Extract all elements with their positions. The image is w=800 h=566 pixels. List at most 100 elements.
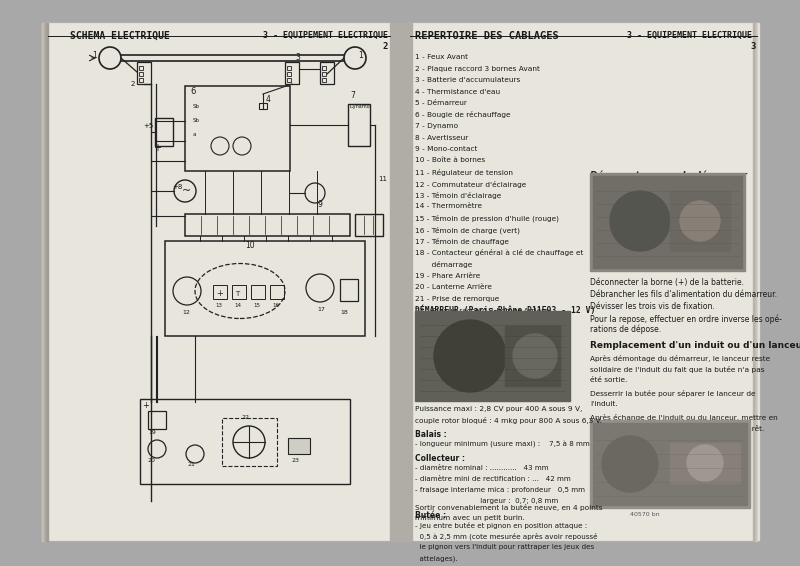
Text: 13: 13 — [215, 303, 222, 308]
Text: 19: 19 — [148, 430, 156, 435]
Text: 6 - Bougie de réchauffage: 6 - Bougie de réchauffage — [415, 112, 510, 118]
Text: +5: +5 — [143, 123, 154, 129]
Bar — [44, 23, 45, 541]
Bar — [45, 23, 46, 541]
Text: 23 - Eclaireur de plaque d'immatriculation: 23 - Eclaireur de plaque d'immatriculati… — [415, 319, 571, 324]
Text: solidaire de l'induit du fait que la butée n'a pas: solidaire de l'induit du fait que la but… — [590, 366, 765, 373]
Text: 4 - Thermistance d'eau: 4 - Thermistance d'eau — [415, 88, 500, 95]
Text: Desserrir la butée pour séparer le lanceur de: Desserrir la butée pour séparer le lance… — [590, 390, 755, 397]
Text: couple rotor bloqué : 4 mkg pour 800 A sous 6,3 V.: couple rotor bloqué : 4 mkg pour 800 A s… — [415, 417, 602, 424]
Text: Pour la repose, effectuer en ordre inverse les opé-: Pour la repose, effectuer en ordre inver… — [590, 314, 782, 324]
Text: Dynamo: Dynamo — [349, 104, 370, 109]
Bar — [348, 104, 370, 146]
Text: 5 - Démarreur: 5 - Démarreur — [415, 100, 467, 106]
Bar — [408, 23, 760, 541]
Text: 10 - Boîte à bornes: 10 - Boîte à bornes — [415, 157, 485, 164]
Text: rations de dépose.: rations de dépose. — [590, 325, 661, 335]
Text: a: a — [193, 132, 197, 137]
Text: - longueur minimum (usure maxi) :    7,5 à 8 mm: - longueur minimum (usure maxi) : 7,5 à … — [415, 441, 590, 448]
Bar — [670, 191, 730, 251]
Bar — [46, 23, 47, 541]
Text: Butée :: Butée : — [415, 511, 446, 520]
Bar — [213, 285, 227, 299]
Text: 3 - EQUIPEMENT ELECTRIQUE: 3 - EQUIPEMENT ELECTRIQUE — [263, 31, 388, 40]
Text: Sb: Sb — [193, 104, 200, 109]
Bar — [593, 176, 742, 268]
Bar — [322, 66, 326, 70]
Bar — [148, 411, 166, 429]
Text: - diamètre mini de rectification : ...   42 mm: - diamètre mini de rectification : ... 4… — [415, 476, 570, 482]
Text: Après démontage du démarreur, le lanceur reste: Après démontage du démarreur, le lanceur… — [590, 355, 770, 362]
Text: 21: 21 — [187, 462, 195, 467]
Bar — [42, 23, 43, 541]
Circle shape — [602, 436, 658, 492]
Bar — [251, 285, 265, 299]
Bar — [670, 443, 740, 483]
Bar — [288, 438, 310, 454]
Text: 14 - Thermomètre: 14 - Thermomètre — [415, 204, 482, 209]
Bar — [185, 86, 290, 171]
Text: ~: ~ — [182, 186, 191, 196]
Text: - Jeu entre butée et pignon en position attaque :: - Jeu entre butée et pignon en position … — [415, 522, 587, 529]
Bar — [47, 23, 48, 541]
Text: été sortie.: été sortie. — [590, 377, 627, 383]
Text: 14: 14 — [234, 303, 241, 308]
Text: +: + — [153, 143, 161, 153]
Text: 1: 1 — [358, 52, 362, 61]
Text: 11 - Régulateur de tension: 11 - Régulateur de tension — [415, 169, 513, 176]
Text: - fraisage interlame mica : profondeur   0,5 mm: - fraisage interlame mica : profondeur 0… — [415, 487, 585, 493]
Text: 3: 3 — [295, 53, 300, 62]
Bar — [753, 23, 754, 541]
Text: 16: 16 — [272, 303, 279, 308]
Text: 12 - Commutateur d'éclairage: 12 - Commutateur d'éclairage — [415, 181, 526, 187]
Bar — [340, 279, 358, 301]
Bar — [756, 23, 757, 541]
Bar — [185, 214, 350, 236]
Text: attelages).: attelages). — [415, 555, 458, 561]
Text: Puissance maxi : 2,8 CV pour 400 A sous 9 V,: Puissance maxi : 2,8 CV pour 400 A sous … — [415, 406, 582, 412]
Text: 11: 11 — [378, 176, 387, 182]
Bar — [754, 23, 755, 541]
Bar — [755, 23, 756, 541]
Text: l'induit.: l'induit. — [590, 401, 618, 407]
Text: DÉMARREUR (Paris-Rhône D11E93 - 12 V): DÉMARREUR (Paris-Rhône D11E93 - 12 V) — [415, 306, 595, 315]
Text: 3 - Batterie d'accumulateurs: 3 - Batterie d'accumulateurs — [415, 77, 520, 83]
Text: +: + — [142, 401, 149, 410]
Text: Balais :: Balais : — [415, 430, 446, 439]
Circle shape — [434, 320, 506, 392]
Text: 22: 22 — [242, 415, 250, 420]
Text: 18 - Contacteur général à clé de chauffage et: 18 - Contacteur général à clé de chauffa… — [415, 250, 583, 256]
Text: place une butée ovale neuve sur le long d'arêt.: place une butée ovale neuve sur le long … — [590, 425, 764, 432]
Bar — [322, 72, 326, 76]
Text: Dévisser les trois vis de fixation.: Dévisser les trois vis de fixation. — [590, 302, 714, 311]
Bar — [139, 66, 143, 70]
Text: 6: 6 — [190, 87, 195, 96]
Text: Après échange de l'induit ou du lanceur, mettre en: Après échange de l'induit ou du lanceur,… — [590, 414, 778, 421]
Text: 2 - Plaque raccord 3 bornes Avant: 2 - Plaque raccord 3 bornes Avant — [415, 66, 540, 71]
Bar — [287, 78, 291, 82]
Bar — [165, 241, 365, 336]
Text: Sortir convenablement la butée neuve, en 4 points: Sortir convenablement la butée neuve, en… — [415, 504, 602, 511]
Text: 3 - EQUIPEMENT ELECTRIQUE: 3 - EQUIPEMENT ELECTRIQUE — [627, 31, 752, 40]
Bar — [43, 23, 44, 541]
Bar — [270, 285, 284, 299]
Bar — [140, 399, 350, 484]
Text: Collecteur :: Collecteur : — [415, 454, 465, 463]
Text: 20: 20 — [148, 458, 156, 463]
Text: 40570 bn: 40570 bn — [630, 512, 660, 517]
Text: 10: 10 — [245, 241, 254, 250]
Text: 13 - Témoin d'éclairage: 13 - Témoin d'éclairage — [415, 192, 502, 199]
Text: 16 - Témoin de charge (vert): 16 - Témoin de charge (vert) — [415, 226, 520, 234]
Text: le pignon vers l'induit pour rattraper les jeux des: le pignon vers l'induit pour rattraper l… — [415, 544, 594, 550]
Text: 12: 12 — [182, 310, 190, 315]
Text: 9: 9 — [317, 200, 322, 209]
Text: 22 - Plaque raccord 2 bornes Arrière: 22 - Plaque raccord 2 bornes Arrière — [415, 307, 549, 314]
Text: 15 - Témoin de pression d'huile (rouge): 15 - Témoin de pression d'huile (rouge) — [415, 215, 559, 222]
Text: Sb: Sb — [193, 118, 200, 123]
Bar — [590, 173, 745, 271]
Bar — [590, 420, 750, 508]
Bar — [505, 326, 560, 386]
Bar — [287, 72, 291, 76]
Bar — [390, 23, 412, 541]
Text: 19 - Phare Arrière: 19 - Phare Arrière — [415, 272, 480, 278]
